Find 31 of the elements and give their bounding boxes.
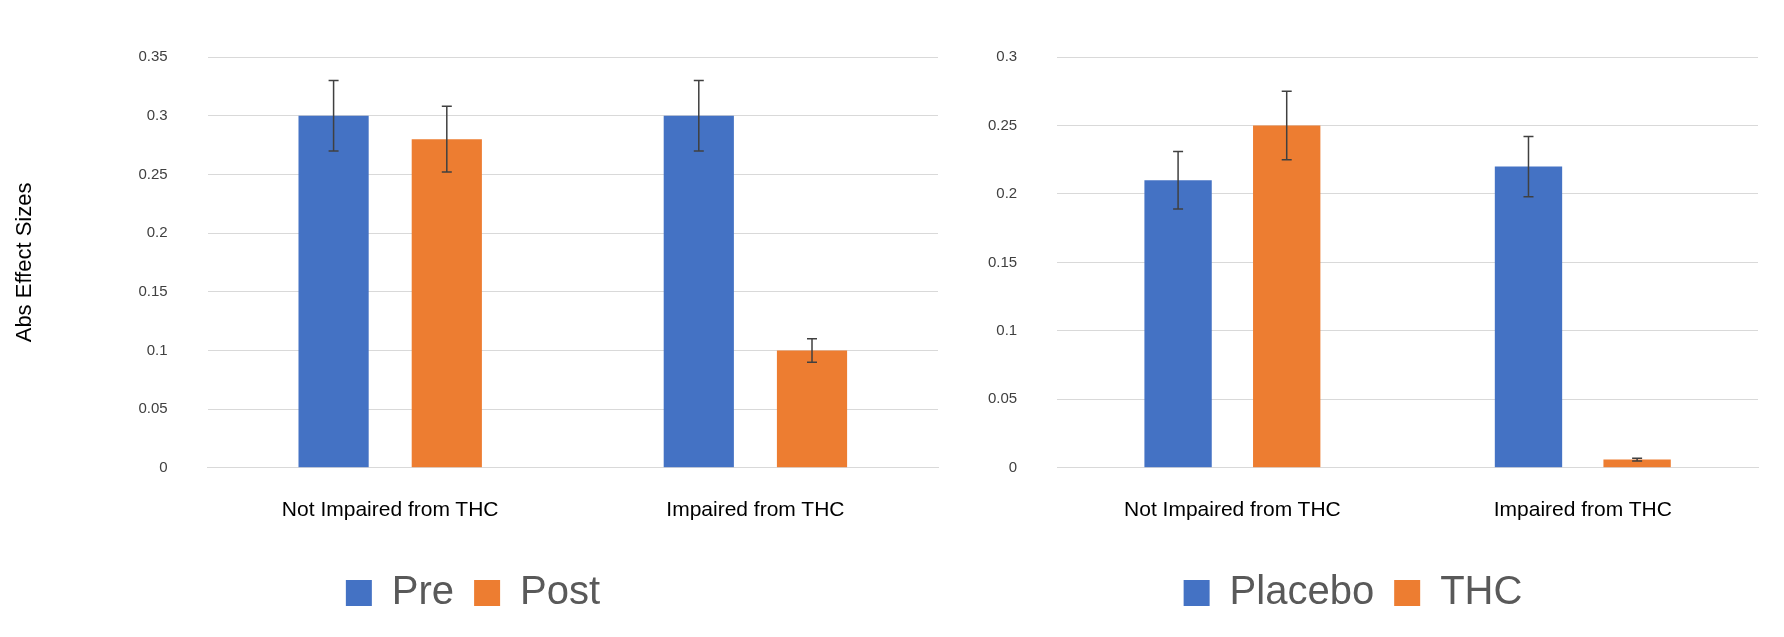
legend-label: Post [520, 568, 601, 613]
y-tick-label: 0.05 [138, 399, 168, 417]
x-tick-label: Impaired from THC [666, 497, 845, 521]
bar [298, 115, 369, 468]
legend-label: THC [1440, 568, 1523, 613]
bar [411, 139, 482, 468]
bar [1494, 166, 1563, 468]
x-tick-label: Not Impaired from THC [281, 497, 499, 521]
bar [663, 115, 734, 468]
y-tick-label: 0.05 [987, 389, 1018, 407]
y-tick-label: 0.15 [138, 281, 168, 299]
bar [1144, 180, 1212, 468]
x-tick-label: Not Impaired from THC [1124, 497, 1341, 521]
y-tick-label: 0.25 [138, 164, 168, 182]
legend-label: Placebo [1229, 568, 1375, 613]
y-tick-label: 0 [1008, 457, 1018, 475]
y-tick-label: 0.3 [146, 105, 168, 123]
bar [1253, 125, 1321, 468]
legend-label: Pre [391, 568, 455, 613]
y-tick-label: 0 [159, 457, 168, 475]
y-tick-label: 0.35 [138, 47, 168, 65]
bar [776, 350, 848, 468]
y-tick-label: 0.15 [987, 252, 1018, 270]
x-tick-label: Impaired from THC [1493, 497, 1672, 521]
y-tick-label: 0.1 [146, 340, 168, 358]
y-tick-label: 0.1 [996, 321, 1018, 339]
y-tick-label: 0.2 [996, 184, 1018, 202]
y-tick-label: 0.25 [987, 115, 1018, 133]
y-tick-label: 0.2 [146, 223, 168, 241]
y-axis-title: Abs Effect Sizes [11, 182, 37, 343]
y-tick-label: 0.3 [996, 47, 1018, 65]
